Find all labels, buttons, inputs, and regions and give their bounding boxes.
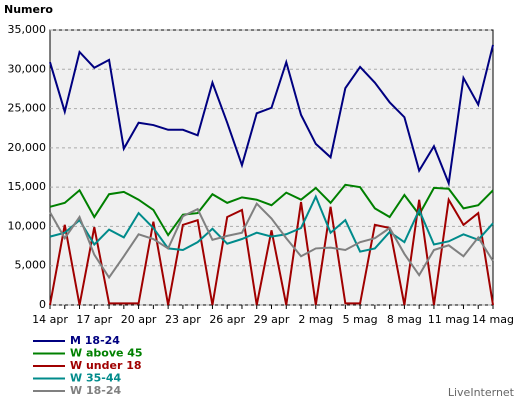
series-line: [49, 194, 494, 253]
y-tick-label: 30,000: [8, 62, 47, 75]
y-tick-label: 0: [39, 298, 46, 311]
series-line: [49, 44, 494, 188]
series-line: [49, 183, 494, 237]
x-tick-label: 20 apr: [121, 313, 157, 326]
x-tick-label: 17 apr: [76, 313, 112, 326]
brand: LiveInternet: [448, 386, 515, 399]
x-tick-label: 23 apr: [165, 313, 201, 326]
legend-label: W above 45: [70, 347, 143, 360]
series-line: [49, 201, 494, 280]
series-line: [49, 196, 494, 306]
x-tick-label: 11 mag: [428, 313, 470, 326]
x-tick-label: 8 mag: [387, 313, 422, 326]
y-tick-label: 35,000: [8, 23, 47, 36]
x-tick-label: 5 mag: [343, 313, 378, 326]
legend-label: W 18-24: [70, 384, 121, 397]
legend-label: W under 18: [70, 359, 142, 372]
chart-title: Numero: [4, 3, 53, 16]
x-tick-label: 14 apr: [32, 313, 68, 326]
x-tick-label: 29 apr: [254, 313, 290, 326]
x-tick-label: 2 mag: [298, 313, 333, 326]
y-tick-label: 20,000: [8, 141, 47, 154]
y-tick-label: 10,000: [8, 219, 47, 232]
x-tick-label: 14 mag: [472, 313, 514, 326]
y-tick-label: 5,000: [15, 259, 47, 272]
x-tick-label: 26 apr: [209, 313, 245, 326]
y-tick-label: 25,000: [8, 102, 47, 115]
legend-label: M 18-24: [70, 334, 120, 347]
legend-label: W 35-44: [70, 372, 121, 385]
y-tick-label: 15,000: [8, 180, 47, 193]
